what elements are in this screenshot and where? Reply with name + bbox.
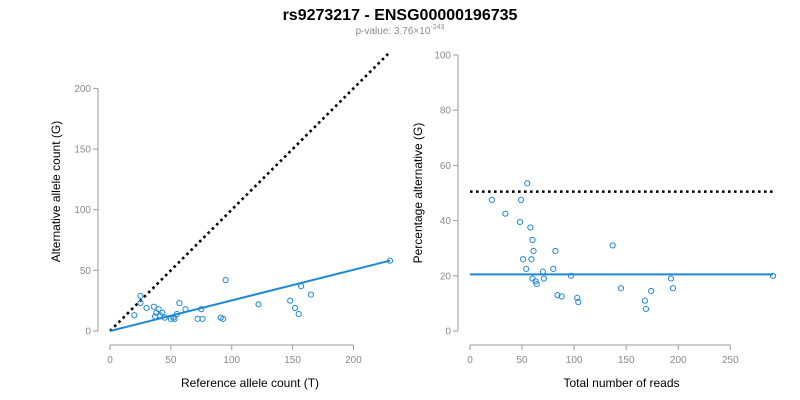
data-point [642, 305, 650, 313]
y-tick-label: 20 [440, 271, 452, 282]
x-tick-label: 150 [284, 355, 301, 366]
data-point [567, 272, 575, 279]
data-point [554, 292, 561, 299]
chart-subtitle: p-value: 3.76×10-243 [356, 24, 445, 37]
data-point [386, 257, 394, 264]
data-point [255, 301, 262, 308]
y-tick-label: 40 [440, 216, 452, 227]
data-point [575, 298, 582, 306]
data-point [528, 256, 535, 263]
p-value-text: p-value: 3.76×10 [356, 26, 431, 37]
y-axis: 0 20 40 60 80 100 [434, 51, 459, 338]
data-point [669, 285, 677, 292]
data-point [550, 265, 557, 272]
data-point [524, 180, 531, 187]
data-point [617, 285, 625, 292]
x-axis: 0 50 100 150 200 250 [467, 344, 739, 366]
data-point [307, 291, 314, 298]
data-point [291, 304, 299, 312]
reference-line [109, 51, 391, 332]
data-point [137, 292, 144, 299]
y-tick-label: 150 [74, 145, 91, 156]
data-point [516, 218, 524, 226]
data-point [155, 306, 162, 313]
x-tick-label: 0 [467, 355, 473, 366]
data-point [199, 315, 206, 322]
x-tick-label: 200 [670, 355, 687, 366]
x-axis-title: Reference allele count (T) [181, 376, 319, 390]
x-tick-label: 150 [618, 355, 635, 366]
y-tick-label: 60 [440, 161, 452, 172]
y-tick-label: 0 [85, 327, 91, 338]
y-tick-label: 50 [80, 266, 92, 277]
y-tick-label: 200 [74, 84, 91, 95]
data-point [295, 310, 302, 318]
x-tick-label: 100 [566, 355, 583, 366]
data-point [529, 236, 536, 244]
data-point [641, 297, 649, 304]
data-point [298, 283, 305, 290]
x-axis-title: Total number of reads [563, 376, 679, 390]
data-point [161, 314, 168, 321]
y-axis-title: Percentage alternative (G) [411, 123, 425, 264]
data-point [532, 278, 539, 285]
data-point [287, 297, 294, 304]
data-point [539, 268, 546, 275]
y-axis: 0 50 100 150 200 [74, 84, 99, 338]
chart-title: rs9273217 - ENSG00000196735 [283, 7, 518, 24]
y-tick-label: 100 [434, 51, 451, 62]
x-tick-label: 0 [107, 355, 113, 366]
data-point [488, 196, 495, 203]
data-point [170, 314, 177, 321]
data-point [220, 315, 227, 322]
x-tick-label: 250 [722, 355, 739, 366]
data-point [517, 196, 525, 203]
data-point [137, 300, 144, 307]
data-point [131, 312, 138, 319]
data-point [530, 247, 537, 255]
data-points [131, 257, 394, 322]
data-point [173, 310, 181, 318]
data-point [558, 293, 565, 300]
data-point [150, 303, 157, 310]
data-point [171, 315, 178, 322]
data-point [540, 275, 548, 282]
x-tick-label: 200 [345, 355, 362, 366]
x-tick-label: 100 [223, 355, 240, 366]
fit-line [109, 259, 391, 332]
x-axis: 0 50 100 150 200 [107, 344, 362, 366]
y-tick-label: 0 [445, 327, 451, 338]
data-point [527, 224, 534, 231]
data-point [182, 306, 189, 313]
data-point [159, 309, 166, 316]
data-point [520, 256, 527, 263]
x-tick-label: 50 [165, 355, 177, 366]
data-point [533, 280, 540, 288]
data-point [552, 247, 559, 255]
data-point [667, 275, 675, 282]
data-point [609, 242, 616, 249]
data-point [222, 276, 229, 284]
data-points [488, 180, 777, 313]
data-point [523, 265, 530, 272]
right-panel: 0 50 100 150 200 250 0 20 40 60 80 100 Total number … [411, 51, 777, 390]
p-value-exponent: -243 [430, 24, 444, 31]
data-point [198, 306, 205, 313]
data-point [502, 210, 509, 217]
y-axis-title: Alternative allele count (G) [49, 121, 63, 262]
data-point [648, 287, 655, 295]
data-point [769, 272, 777, 279]
data-point [176, 300, 183, 307]
data-point [574, 294, 581, 301]
y-tick-label: 100 [74, 205, 91, 216]
left-panel: 0 50 100 150 200 0 50 100 150 200 Reference allele… [49, 51, 394, 390]
x-tick-label: 50 [516, 355, 528, 366]
data-point [143, 304, 150, 312]
y-tick-label: 80 [440, 106, 452, 117]
